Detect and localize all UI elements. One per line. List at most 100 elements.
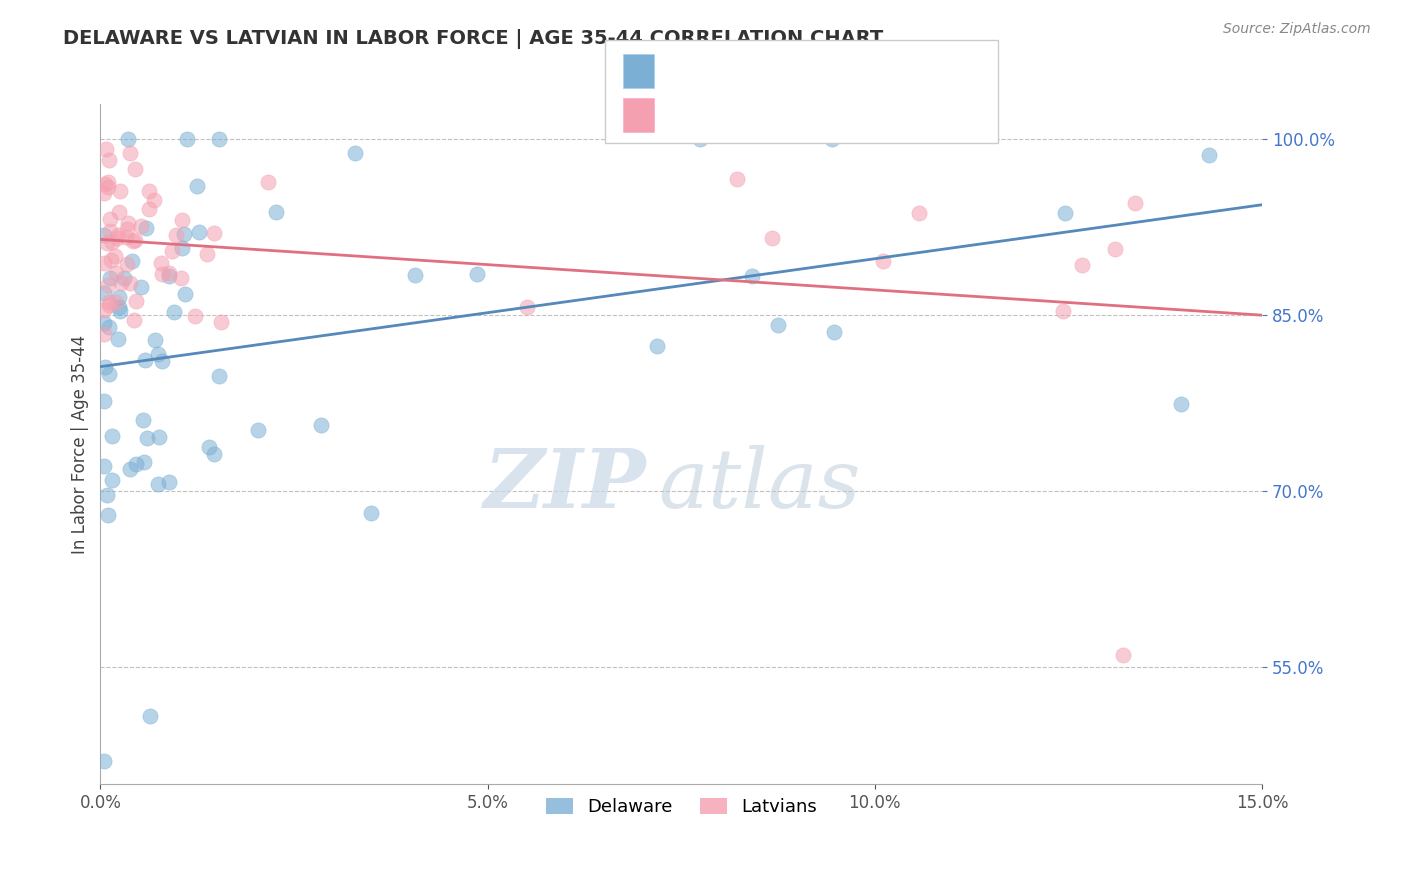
Point [170, 213, 193, 227]
Point [96, 179, 118, 194]
Text: 0.046: 0.046 [702, 106, 752, 124]
Point [93, 393, 115, 408]
Point [1198, 148, 1220, 162]
Point [176, 132, 198, 146]
Point [1170, 397, 1192, 411]
Point [135, 431, 157, 445]
Point [404, 268, 426, 282]
Point [741, 268, 763, 283]
Point [108, 184, 131, 198]
Point [104, 249, 127, 263]
Point [188, 225, 211, 239]
Point [114, 230, 136, 244]
Point [110, 276, 132, 290]
Point [467, 267, 489, 281]
Point [309, 417, 332, 432]
Point [93, 754, 115, 768]
Legend: Delaware, Latvians: Delaware, Latvians [538, 790, 824, 823]
Point [131, 280, 153, 294]
Point [94, 142, 117, 156]
Point [105, 231, 128, 245]
Point [104, 295, 127, 310]
Point [132, 455, 155, 469]
Point [202, 447, 225, 461]
Point [645, 338, 668, 352]
Point [170, 241, 193, 255]
Point [100, 211, 122, 226]
Point [186, 178, 208, 193]
Point [138, 184, 160, 198]
Point [821, 132, 844, 146]
Point [132, 413, 155, 427]
Point [163, 305, 186, 319]
Point [761, 231, 783, 245]
Point [118, 276, 141, 290]
Text: 64: 64 [807, 62, 830, 79]
Point [112, 271, 135, 285]
Point [148, 476, 170, 491]
Text: atlas: atlas [658, 445, 860, 525]
Point [115, 257, 138, 271]
Point [872, 254, 894, 268]
Point [124, 162, 146, 177]
Text: R =: R = [662, 106, 702, 124]
Point [96, 236, 118, 251]
Point [134, 352, 156, 367]
Point [93, 286, 115, 301]
Point [516, 301, 538, 315]
Point [1104, 242, 1126, 256]
Point [101, 235, 124, 250]
Point [145, 333, 167, 347]
Point [96, 488, 118, 502]
Point [108, 303, 131, 318]
Point [97, 367, 120, 381]
Point [344, 146, 367, 161]
Point [107, 227, 129, 242]
Text: N =: N = [768, 62, 807, 79]
Text: DELAWARE VS LATVIAN IN LABOR FORCE | AGE 35-44 CORRELATION CHART: DELAWARE VS LATVIAN IN LABOR FORCE | AGE… [63, 29, 883, 48]
Point [94, 360, 117, 375]
Point [264, 205, 287, 219]
Point [148, 430, 170, 444]
Point [150, 267, 173, 281]
Point [360, 506, 382, 520]
Point [129, 219, 152, 233]
Text: N =: N = [768, 106, 807, 124]
Point [108, 205, 131, 219]
Point [162, 244, 184, 258]
Point [93, 186, 115, 201]
Point [122, 234, 145, 248]
Point [93, 316, 115, 330]
Point [120, 145, 142, 160]
Text: R =: R = [662, 62, 702, 79]
Point [93, 326, 115, 341]
Point [157, 475, 180, 489]
Point [117, 216, 139, 230]
Point [1123, 196, 1146, 211]
Point [117, 221, 139, 235]
Point [93, 256, 115, 270]
Point [165, 228, 187, 243]
Point [118, 462, 141, 476]
Point [138, 202, 160, 217]
Point [138, 709, 160, 723]
Point [211, 314, 233, 328]
Point [150, 354, 173, 368]
Point [689, 132, 711, 146]
Point [93, 177, 115, 191]
Y-axis label: In Labor Force | Age 35-44: In Labor Force | Age 35-44 [72, 334, 89, 554]
Point [1111, 648, 1133, 663]
Point [202, 226, 225, 240]
Point [98, 294, 121, 309]
Point [125, 457, 148, 471]
Point [105, 267, 128, 281]
Text: 62: 62 [807, 106, 830, 124]
Point [121, 254, 143, 268]
Point [97, 508, 120, 522]
Point [98, 298, 121, 312]
Point [93, 458, 115, 473]
Point [908, 206, 931, 220]
Point [195, 247, 218, 261]
Point [725, 172, 748, 186]
Point [157, 267, 180, 281]
